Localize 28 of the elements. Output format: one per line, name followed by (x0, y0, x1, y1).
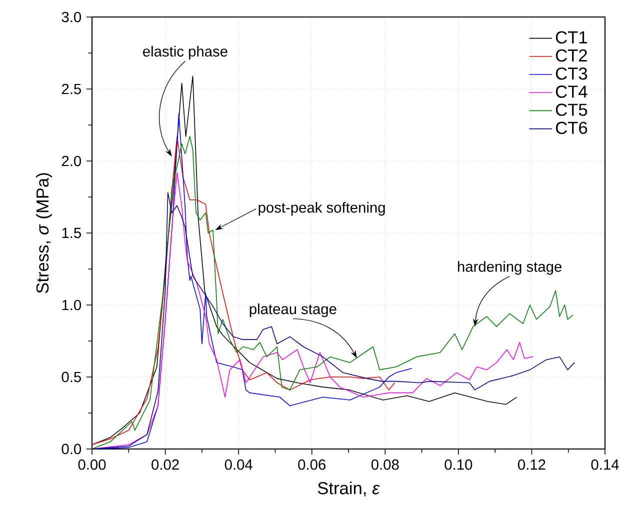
legend-label: CT6 (556, 122, 588, 134)
x-tick-label: 0.10 (444, 459, 472, 470)
x-axis-title: Strain, ε (318, 482, 380, 496)
legend-label: CT4 (556, 86, 588, 98)
x-tick-label: 0.08 (371, 459, 399, 470)
y-tick-label: 1.5 (62, 228, 81, 238)
x-tick-label: 0.06 (298, 459, 326, 470)
x-tick-label: 0.12 (518, 459, 546, 470)
legend-label: CT1 (556, 31, 587, 44)
annotation: plateau stage (250, 303, 336, 318)
legend-label: CT5 (556, 104, 588, 116)
y-tick-label: 2.0 (62, 156, 82, 166)
y-tick-label: 0.0 (62, 444, 82, 454)
y-tick-label: 0.5 (62, 372, 81, 382)
legend-label: CT2 (556, 49, 587, 62)
annotation: post-peak softening (258, 202, 385, 216)
x-tick-label: 0.14 (591, 459, 619, 470)
y-tick-label: 2.5 (62, 84, 81, 94)
x-tick-label: 0.00 (78, 459, 106, 470)
y-tick-label: 1.0 (62, 300, 82, 310)
x-tick-label: 0.04 (224, 459, 252, 470)
line-series (92, 136, 574, 449)
y-axis-title: Stress, σ (MPa) (36, 173, 52, 294)
annotation: hardening stage (458, 261, 562, 275)
x-tick-label: 0.02 (152, 459, 179, 470)
annotation: elastic phase (143, 46, 228, 60)
legend-label: CT3 (556, 67, 588, 80)
y-tick-label: 3.0 (62, 12, 82, 22)
